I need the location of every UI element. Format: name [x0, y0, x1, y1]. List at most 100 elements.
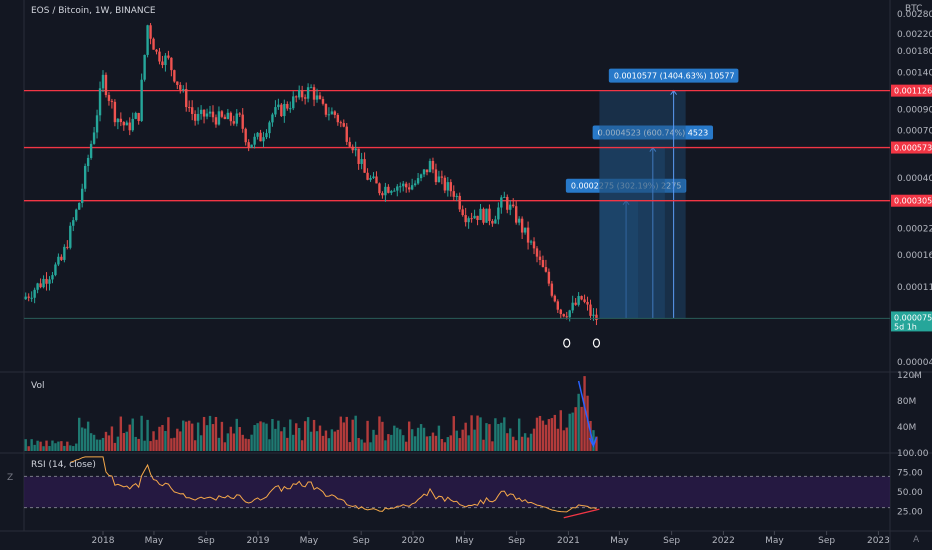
candle-body: [220, 111, 224, 117]
candle-body: [104, 74, 108, 96]
candle-body: [485, 208, 488, 223]
volume-bar: [265, 423, 268, 451]
volume-bar: [523, 433, 527, 451]
volume-bar: [494, 418, 497, 451]
candle-body: [295, 96, 298, 98]
volume-bar: [509, 428, 512, 451]
candle-body: [89, 143, 93, 158]
volume-bar: [309, 431, 313, 451]
rsi-tick-label: 50.00: [897, 488, 923, 498]
candle-body: [277, 104, 280, 108]
candle-body: [428, 160, 432, 173]
candle-body: [583, 299, 586, 302]
auto-scale-button-mid[interactable]: A: [913, 371, 920, 381]
candle-body: [541, 260, 545, 268]
volume-bar: [541, 420, 545, 451]
volume-bar: [425, 436, 429, 451]
candle-body: [321, 99, 325, 104]
candle-body: [30, 297, 33, 299]
candle-body: [595, 314, 598, 321]
price-tick-label: 0.0000450: [897, 358, 932, 368]
candle-body: [470, 218, 473, 220]
candle-body: [176, 81, 179, 85]
projection-callout: [565, 178, 687, 193]
volume-bar: [95, 439, 99, 451]
rsi-tick-label: 100.00: [897, 449, 929, 459]
candle-body: [265, 133, 268, 138]
volume-bar: [101, 437, 105, 451]
candle-body: [378, 183, 381, 194]
volume-bar: [580, 406, 583, 451]
candle-body: [253, 136, 256, 145]
candle-body: [452, 191, 455, 197]
volume-bar: [482, 439, 485, 451]
candle-body: [366, 172, 369, 180]
candle-body: [235, 113, 238, 124]
candle-body: [449, 182, 452, 192]
candle-body: [122, 122, 126, 126]
candle-body: [128, 122, 131, 131]
candle-body: [113, 101, 117, 123]
date-tick-label: May: [765, 536, 784, 546]
candle-body: [390, 191, 393, 193]
candle-body: [407, 187, 411, 190]
candle-body: [60, 256, 63, 260]
candle-body: [190, 107, 194, 114]
candle-body: [419, 174, 423, 179]
low-markers: [563, 338, 601, 348]
volume-bar: [283, 427, 286, 451]
price-tick-label: 0.0001100: [897, 283, 932, 293]
level-tag-text: 0.0005735: [894, 144, 932, 153]
volume-bar: [217, 437, 221, 451]
candle-body: [503, 196, 506, 198]
volume-bar: [378, 416, 381, 451]
candle-body: [247, 142, 250, 148]
volume-bar: [405, 441, 408, 451]
candle-body: [42, 278, 45, 288]
volume-bar: [137, 438, 140, 451]
volume-bar: [410, 429, 414, 451]
candle-body: [315, 95, 319, 100]
volume-bar: [354, 415, 357, 451]
volume-bar: [164, 430, 167, 451]
candle-body: [318, 95, 322, 100]
volume-bar: [205, 425, 209, 451]
candle-body: [241, 114, 244, 129]
volume-bar: [27, 446, 30, 451]
candle-body: [491, 220, 494, 224]
volume-bar: [556, 428, 560, 451]
volume-bar: [292, 434, 295, 451]
volume-bar: [208, 415, 212, 451]
candle-body: [354, 148, 357, 151]
volume-bar: [235, 418, 238, 451]
volume-bar: [75, 443, 78, 451]
candle-body: [580, 296, 583, 300]
candle-body: [131, 118, 134, 131]
candle-body: [300, 89, 304, 98]
volume-bar: [399, 429, 402, 451]
price-tick-label: 0.0009000: [897, 106, 932, 116]
volume-bar: [86, 421, 90, 451]
candle-body: [574, 302, 577, 305]
auto-scale-button[interactable]: A: [913, 535, 920, 545]
volume-bar: [455, 430, 458, 451]
volume-bar: [170, 438, 173, 451]
volume-bar: [535, 417, 539, 451]
candle-body: [39, 283, 42, 288]
candle-body: [259, 132, 262, 142]
volume-bar: [92, 434, 96, 451]
corner-z-label[interactable]: Z: [7, 473, 13, 483]
candle-body: [45, 278, 48, 284]
volume-bar: [330, 429, 334, 451]
candle-body: [75, 209, 78, 221]
volume-bar: [428, 436, 432, 451]
candle-body: [550, 283, 554, 296]
date-tick-label: 2019: [247, 536, 270, 546]
projection-callout: [608, 68, 739, 83]
level-tag: [891, 194, 932, 207]
volume-bar: [312, 419, 316, 451]
volume-bar: [419, 424, 423, 451]
projection-boxes: 0.0002275 (302.19%) 2275 0.0004523 (600.7…: [565, 68, 739, 319]
price-candles: [24, 23, 890, 326]
